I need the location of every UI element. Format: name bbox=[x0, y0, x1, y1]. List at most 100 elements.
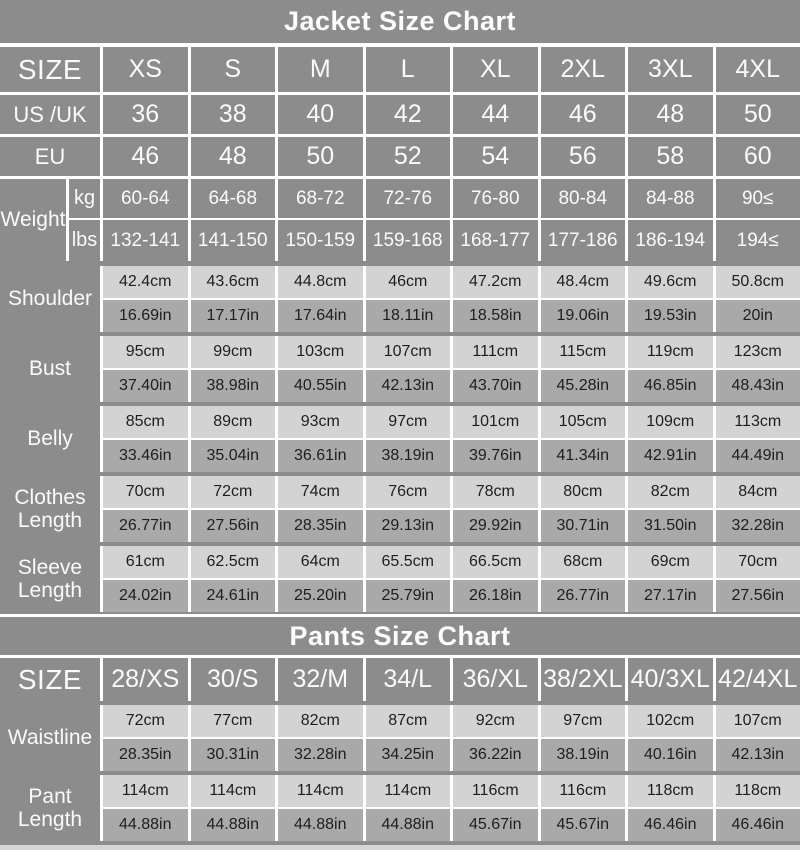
size-row-label: SIZE bbox=[0, 658, 100, 701]
measurement-in-cell: 24.02in bbox=[103, 580, 188, 612]
measurement-in-cell: 38.19in bbox=[540, 739, 625, 771]
measurement-row-label: Sleeve Length bbox=[0, 546, 100, 612]
us-uk-row: US /UK 36 38 40 42 44 46 48 50 bbox=[0, 92, 800, 134]
us-uk-row-label: US /UK bbox=[0, 95, 100, 134]
measurement-cm-cell: 46cm bbox=[365, 266, 450, 298]
measurement-in-cell: 38.98in bbox=[190, 370, 275, 402]
measurement-in-cell: 35.04in bbox=[190, 440, 275, 472]
kg-range: 90≤ bbox=[715, 179, 800, 218]
size-col-header: S bbox=[190, 47, 275, 92]
measurement-in-cell: 45.67in bbox=[540, 809, 625, 841]
measurement-cm-cell: 114cm bbox=[103, 775, 188, 807]
measurement-in-cell: 44.49in bbox=[715, 440, 800, 472]
measurement-in-cell: 17.17in bbox=[190, 300, 275, 332]
size-col-header: 32/M bbox=[278, 658, 363, 701]
size-col-header: 28/XS bbox=[103, 658, 188, 701]
measurement-in-cell: 45.28in bbox=[540, 370, 625, 402]
lbs-range: 159-168 bbox=[365, 220, 450, 261]
kg-range: 72-76 bbox=[365, 179, 450, 218]
measurement-cm-cell: 80cm bbox=[540, 476, 625, 508]
measurement-row-label: Shoulder bbox=[0, 266, 100, 332]
size-col-header: 4XL bbox=[715, 47, 800, 92]
measurement-cm-cell: 65.5cm bbox=[365, 546, 450, 578]
measurement-cm-cell: 82cm bbox=[628, 476, 713, 508]
eu-value: 60 bbox=[715, 137, 800, 176]
measurement-cm-cell: 119cm bbox=[628, 336, 713, 368]
measurement-cm-cell: 113cm bbox=[715, 406, 800, 438]
size-col-header: 42/4XL bbox=[715, 658, 800, 701]
belly-block: Belly 85cm 89cm 93cm 97cm 101cm 105cm 10… bbox=[0, 406, 800, 472]
kg-range: 80-84 bbox=[540, 179, 625, 218]
measurement-in-cell: 25.79in bbox=[365, 580, 450, 612]
measurement-in-cell: 45.67in bbox=[453, 809, 538, 841]
us-uk-value: 48 bbox=[628, 95, 713, 134]
us-uk-value: 50 bbox=[715, 95, 800, 134]
lbs-range: 194≤ bbox=[715, 220, 800, 261]
measurement-cm-cell: 95cm bbox=[103, 336, 188, 368]
measurement-cm-cell: 74cm bbox=[278, 476, 363, 508]
measurement-in-cell: 17.64in bbox=[278, 300, 363, 332]
measurement-in-cell: 30.71in bbox=[540, 510, 625, 542]
measurement-cm-cell: 66.5cm bbox=[453, 546, 538, 578]
measurement-cm-cell: 105cm bbox=[540, 406, 625, 438]
measurement-in-cell: 16.69in bbox=[103, 300, 188, 332]
measurement-cm-cell: 72cm bbox=[103, 705, 188, 737]
measurement-in-cell: 19.06in bbox=[540, 300, 625, 332]
measurement-row-label: Pant Length bbox=[0, 775, 100, 841]
eu-value: 54 bbox=[453, 137, 538, 176]
measurement-in-cell: 37.40in bbox=[103, 370, 188, 402]
measurement-cm-cell: 68cm bbox=[540, 546, 625, 578]
measurement-in-cell: 25.20in bbox=[278, 580, 363, 612]
measurement-in-cell: 44.88in bbox=[278, 809, 363, 841]
us-uk-value: 42 bbox=[365, 95, 450, 134]
pant-length-block: Pant Length 114cm 114cm 114cm 114cm 116c… bbox=[0, 775, 800, 841]
kg-range: 84-88 bbox=[628, 179, 713, 218]
clothes-length-block: Clothes Length 70cm 72cm 74cm 76cm 78cm … bbox=[0, 476, 800, 542]
bust-block: Bust 95cm 99cm 103cm 107cm 111cm 115cm 1… bbox=[0, 336, 800, 402]
pants-size-header-row: SIZE 28/XS 30/S 32/M 34/L 36/XL 38/2XL 4… bbox=[0, 658, 800, 701]
size-col-header: 2XL bbox=[540, 47, 625, 92]
measurement-in-cell: 42.13in bbox=[365, 370, 450, 402]
jacket-chart-title: Jacket Size Chart bbox=[0, 0, 800, 47]
measurement-cm-cell: 87cm bbox=[365, 705, 450, 737]
lbs-unit-label: lbs bbox=[69, 220, 100, 261]
measurement-in-cell: 39.76in bbox=[453, 440, 538, 472]
size-col-header: L bbox=[365, 47, 450, 92]
measurement-cm-cell: 123cm bbox=[715, 336, 800, 368]
measurement-cm-cell: 82cm bbox=[278, 705, 363, 737]
measurement-cm-cell: 116cm bbox=[540, 775, 625, 807]
measurement-in-cell: 19.53in bbox=[628, 300, 713, 332]
measurement-in-cell: 30.31in bbox=[190, 739, 275, 771]
measurement-row-label: Belly bbox=[0, 406, 100, 472]
measurement-cm-cell: 93cm bbox=[278, 406, 363, 438]
size-col-header: 34/L bbox=[365, 658, 450, 701]
measurement-cm-cell: 114cm bbox=[190, 775, 275, 807]
measurement-cm-cell: 77cm bbox=[190, 705, 275, 737]
weight-rows: Weight kg 60-64 64-68 68-72 72-76 76-80 … bbox=[0, 176, 800, 261]
bottom-strip bbox=[0, 845, 800, 850]
measurement-in-cell: 29.13in bbox=[365, 510, 450, 542]
measurement-in-cell: 46.85in bbox=[628, 370, 713, 402]
jacket-size-header-row: SIZE XS S M L XL 2XL 3XL 4XL bbox=[0, 47, 800, 92]
eu-value: 48 bbox=[190, 137, 275, 176]
measurement-in-cell: 32.28in bbox=[715, 510, 800, 542]
us-uk-value: 36 bbox=[103, 95, 188, 134]
size-col-header: 38/2XL bbox=[540, 658, 625, 701]
measurement-cm-cell: 114cm bbox=[365, 775, 450, 807]
measurement-in-cell: 27.17in bbox=[628, 580, 713, 612]
measurement-in-cell: 26.77in bbox=[540, 580, 625, 612]
measurement-cm-cell: 101cm bbox=[453, 406, 538, 438]
measurement-cm-cell: 72cm bbox=[190, 476, 275, 508]
measurement-row-label: Waistline bbox=[0, 705, 100, 771]
measurement-cm-cell: 48.4cm bbox=[540, 266, 625, 298]
measurement-in-cell: 43.70in bbox=[453, 370, 538, 402]
measurement-cm-cell: 115cm bbox=[540, 336, 625, 368]
measurement-cm-cell: 44.8cm bbox=[278, 266, 363, 298]
measurement-cm-cell: 47.2cm bbox=[453, 266, 538, 298]
measurement-cm-cell: 76cm bbox=[365, 476, 450, 508]
measurement-cm-cell: 42.4cm bbox=[103, 266, 188, 298]
measurement-cm-cell: 61cm bbox=[103, 546, 188, 578]
measurement-in-cell: 38.19in bbox=[365, 440, 450, 472]
pants-chart-title: Pants Size Chart bbox=[0, 614, 800, 658]
